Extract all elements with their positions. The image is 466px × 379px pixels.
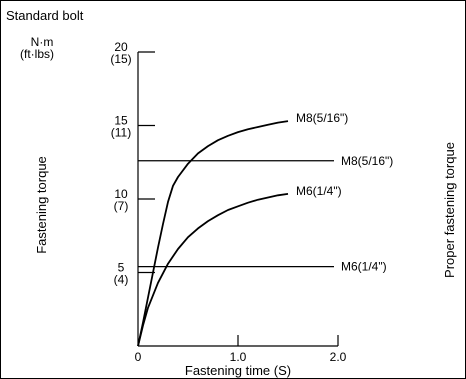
series-line <box>137 193 289 347</box>
y-tick-label-nm: 10 <box>114 187 128 201</box>
y-tick-label-ftlbs: (7) <box>114 199 129 213</box>
chart-title: Standard bolt <box>6 8 84 23</box>
ticks: 5(4) 10(7) 15(11) 20(15) 0 1.0 2.0 <box>110 40 346 364</box>
unit-ftlbs-label: (ft·lbs) <box>20 47 54 61</box>
series: M8(5/16") M6(1/4") <box>137 111 348 347</box>
y-tick-label-nm: 20 <box>114 40 128 54</box>
x-tick-label: 1.0 <box>230 350 247 364</box>
y-tick-label-ftlbs: (4) <box>114 273 129 287</box>
x-tick-label: 0 <box>135 350 142 364</box>
reference-lines: M8(5/16") M6(1/4") <box>138 154 393 274</box>
x-axis-label: Fastening time (S) <box>185 363 291 378</box>
y-tick-label-nm: 5 <box>118 261 125 275</box>
y-tick-label-nm: 15 <box>114 114 128 128</box>
x-tick-label: 2.0 <box>330 350 347 364</box>
reference-line-label: M8(5/16") <box>341 154 393 168</box>
y-tick-label-ftlbs: (11) <box>111 126 131 140</box>
reference-line-label: M6(1/4") <box>341 260 387 274</box>
unit-nm-label: N·m <box>31 35 54 49</box>
series-label: M8(5/16") <box>296 111 348 125</box>
y-axis-label: Fastening torque <box>34 156 49 254</box>
series-label: M6(1/4") <box>296 184 342 198</box>
right-axis-label: Proper fastening torque <box>442 142 457 278</box>
series-line <box>137 120 289 347</box>
y-tick-label-ftlbs: (15) <box>110 52 131 66</box>
